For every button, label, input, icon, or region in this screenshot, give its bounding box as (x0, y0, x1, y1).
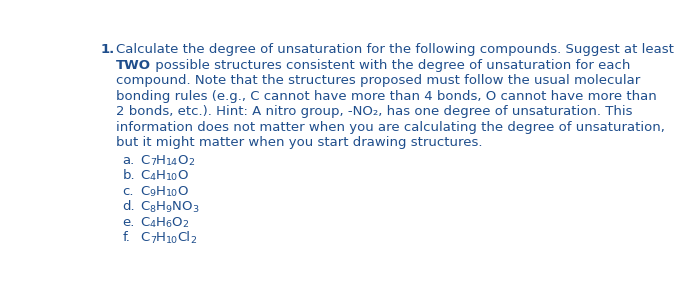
Text: 6: 6 (166, 220, 171, 229)
Text: 10: 10 (166, 189, 178, 198)
Text: c.: c. (122, 185, 134, 198)
Text: Calculate the degree of unsaturation for the following compounds. Suggest at lea: Calculate the degree of unsaturation for… (115, 43, 673, 56)
Text: f.: f. (122, 231, 131, 244)
Text: 7: 7 (150, 158, 156, 167)
Text: 7: 7 (150, 236, 156, 245)
Text: O: O (178, 154, 188, 167)
Text: possible structures consistent with the degree of unsaturation for each: possible structures consistent with the … (150, 59, 630, 71)
Text: a.: a. (122, 154, 135, 167)
Text: H: H (156, 185, 166, 198)
Text: H: H (156, 216, 166, 229)
Text: C: C (140, 185, 150, 198)
Text: 2: 2 (182, 220, 188, 229)
Text: information does not matter when you are calculating the degree of unsaturation,: information does not matter when you are… (115, 121, 665, 134)
Text: 2: 2 (191, 236, 196, 245)
Text: but it might matter when you start drawing structures.: but it might matter when you start drawi… (115, 136, 482, 149)
Text: C: C (140, 169, 150, 183)
Text: O: O (181, 200, 192, 214)
Text: H: H (156, 200, 166, 214)
Text: Cl: Cl (178, 231, 191, 244)
Text: 10: 10 (166, 236, 178, 245)
Text: 9: 9 (150, 189, 156, 198)
Text: 3: 3 (192, 205, 198, 214)
Text: C: C (140, 154, 150, 167)
Text: O: O (178, 185, 188, 198)
Text: H: H (156, 169, 166, 183)
Text: C: C (140, 200, 150, 214)
Text: bonding rules (e.g., C cannot have more than 4 bonds, O cannot have more than: bonding rules (e.g., C cannot have more … (115, 90, 656, 103)
Text: d.: d. (122, 200, 135, 214)
Text: e.: e. (122, 216, 135, 229)
Text: 4: 4 (150, 173, 156, 183)
Text: 8: 8 (150, 205, 156, 214)
Text: b.: b. (122, 169, 135, 183)
Text: N: N (171, 200, 181, 214)
Text: TWO: TWO (115, 59, 150, 71)
Text: O: O (178, 169, 188, 183)
Text: H: H (156, 154, 166, 167)
Text: 2: 2 (188, 158, 194, 167)
Text: compound. Note that the structures proposed must follow the usual molecular: compound. Note that the structures propo… (115, 74, 640, 87)
Text: 10: 10 (166, 173, 178, 183)
Text: 4: 4 (150, 220, 156, 229)
Text: O: O (171, 216, 182, 229)
Text: 2 bonds, etc.). Hint: A nitro group, -NO₂, has one degree of unsaturation. This: 2 bonds, etc.). Hint: A nitro group, -NO… (115, 105, 632, 118)
Text: 1.: 1. (101, 43, 115, 56)
Text: 14: 14 (166, 158, 178, 167)
Text: C: C (140, 216, 150, 229)
Text: H: H (156, 231, 166, 244)
Text: C: C (140, 231, 150, 244)
Text: 9: 9 (166, 205, 171, 214)
